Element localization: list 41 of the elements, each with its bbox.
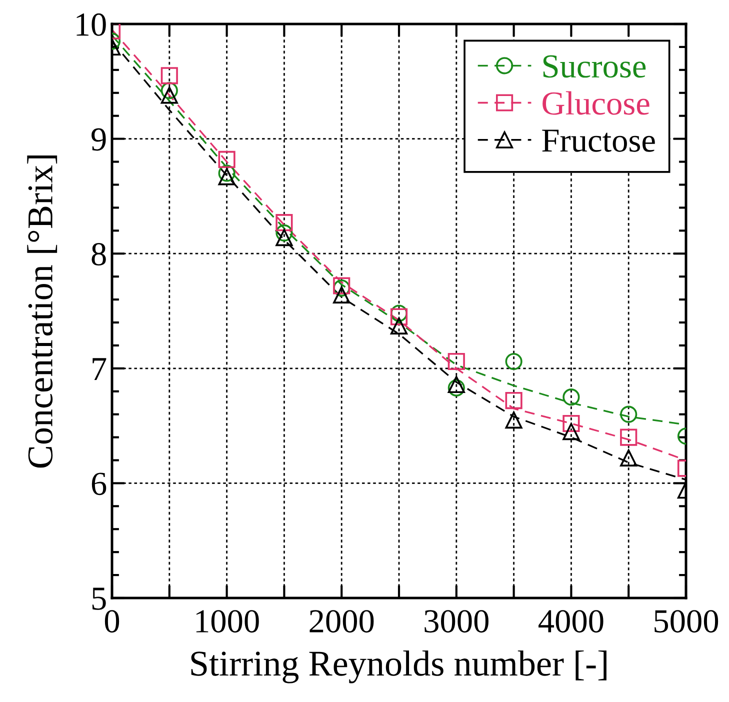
- legend-label: Sucrose: [543, 55, 646, 78]
- x-tick-label: 0: [104, 610, 120, 633]
- y-tick-label: 9: [92, 128, 106, 151]
- point: [620, 428, 638, 446]
- point: [562, 388, 580, 406]
- x-axis-title: Stirring Reynolds number [-]: [191, 650, 606, 684]
- x-tick-label: 4000: [538, 610, 604, 633]
- point: [333, 286, 350, 304]
- point: [218, 164, 236, 182]
- point: [218, 168, 236, 186]
- y-tick-label: 6: [92, 472, 106, 496]
- point: [620, 406, 638, 423]
- legend-label: Fructose: [542, 130, 655, 152]
- y-tick-label: 5: [92, 588, 106, 610]
- point: [562, 422, 580, 440]
- point: [505, 392, 522, 410]
- y-axis-title: Concentration [°Brix]: [27, 156, 58, 468]
- point: [562, 414, 580, 432]
- point: [448, 379, 465, 396]
- x-tick-label: 1000: [196, 610, 259, 633]
- point: [448, 376, 465, 394]
- point: [160, 82, 178, 100]
- point: [390, 308, 408, 326]
- point: [505, 352, 522, 370]
- legend-label: Glucose: [542, 91, 650, 115]
- point: [448, 352, 465, 370]
- y-tick-label: 7: [92, 358, 106, 380]
- point: [160, 67, 178, 84]
- point: [276, 214, 293, 232]
- x-tick-label: 5000: [654, 610, 718, 633]
- point: [160, 86, 178, 104]
- point: [276, 224, 293, 242]
- point: [505, 412, 522, 429]
- y-tick-label: 10: [76, 13, 106, 36]
- point: [276, 228, 293, 246]
- x-tick-label: 3000: [424, 610, 488, 633]
- point: [620, 449, 638, 466]
- point: [218, 150, 236, 168]
- y-tick-label: 8: [92, 243, 106, 266]
- point: [390, 317, 408, 334]
- x-tick-label: 2000: [310, 610, 374, 633]
